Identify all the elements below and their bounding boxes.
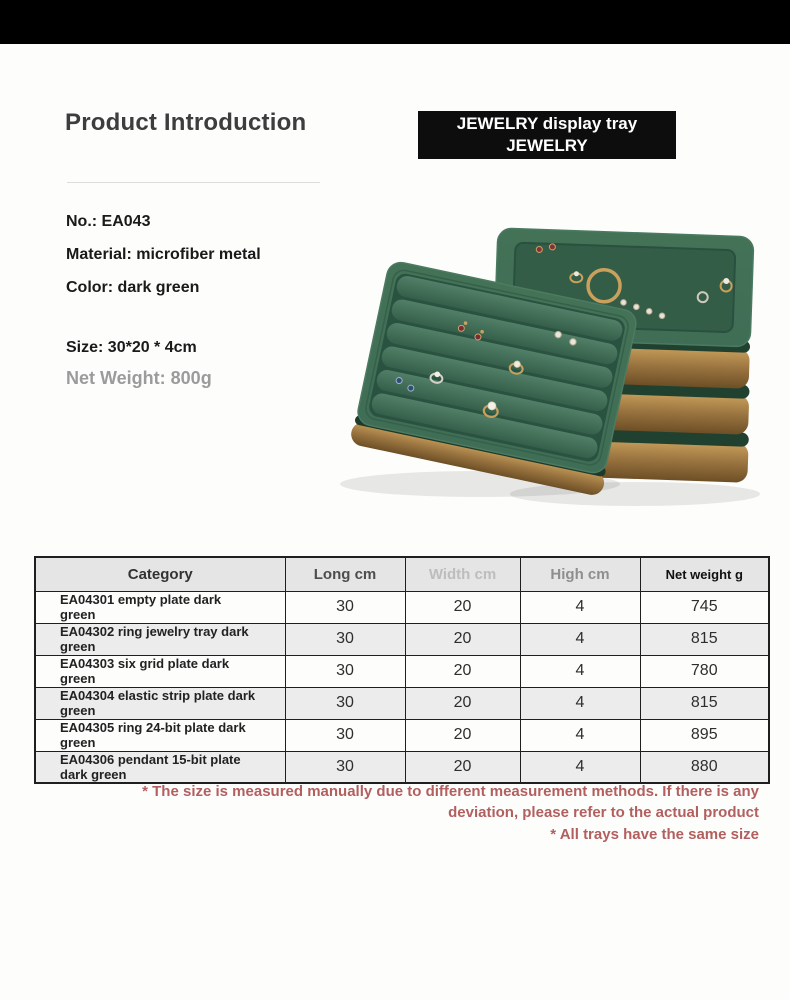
value-cell: 30 [284,686,406,720]
value-cell: 20 [404,750,521,784]
spec-table: Category Long cm Width cm High cm Net weight… [34,556,770,784]
value-cell: 30 [284,750,406,784]
footnotes: * The size is measured manually due to d… [69,781,759,845]
spec-color: Color: dark green [66,279,200,296]
stud-row [658,312,666,320]
column-header-category: Category [34,556,286,592]
table-row: EA04304 elastic strip plate dark green 30… [34,686,770,720]
stud-row [633,303,640,311]
value-cell: 30 [284,590,406,624]
value-cell: 4 [519,750,641,784]
dangle-earring [457,321,468,332]
value-cell: 20 [404,718,521,752]
ear-stud [535,245,543,253]
value-cell: 780 [639,654,770,688]
table-row: EA04303 six grid plate dark green 30 20 4 78… [34,654,770,688]
table-header-row: Category Long cm Width cm High cm Net weight… [34,556,770,592]
value-cell: 30 [284,718,406,752]
title-underline [67,182,320,183]
spec-net-weight: Net Weight: 800g [66,368,212,388]
column-header-net-weight-g: Net weight g [639,556,770,592]
jewelry-badge: JEWELRY display tray JEWELRY [418,111,676,159]
column-header-high-cm: High cm [519,556,641,592]
value-cell: 30 [284,654,406,688]
value-cell: 20 [404,622,521,656]
spec-size: Size: 30*20 * 4cm [66,339,197,356]
category-cell: EA04304 elastic strip plate dark green [34,686,286,720]
value-cell: 745 [639,590,770,624]
stud-row [645,308,653,315]
table-row: EA04301 empty plate dark green 30 20 4 745 [34,590,770,624]
value-cell: 815 [639,622,770,656]
category-cell: EA04305 ring 24-bit plate dark green [34,718,286,752]
gem-ring [482,401,499,418]
footnote-measurement: * The size is measured manually due to d… [142,783,759,821]
jewelry-on-ring-tray [395,321,577,418]
product-photo [330,212,790,542]
spec-model-number: No.: EA043 [66,213,151,230]
column-header-width-cm: Width cm [404,556,521,592]
value-cell: 20 [404,686,521,720]
value-cell: 4 [519,686,641,720]
footnote-same-size: * All trays have the same size [550,826,759,843]
value-cell: 4 [519,622,641,656]
silver-ring [696,291,709,304]
gold-bangle [586,267,622,304]
jewelry-on-flat-tray [535,243,733,320]
ear-stud [554,330,562,339]
value-cell: 20 [404,654,521,688]
value-cell: 895 [639,718,770,752]
page-title: Product Introduction [65,109,307,136]
value-cell: 4 [519,590,641,624]
gem-ring [508,360,524,375]
tray-illustration [340,227,760,506]
spec-material: Material: microfiber metal [66,246,261,263]
table-row: EA04305 ring 24-bit plate dark green 30 20… [34,718,770,752]
value-cell: 20 [404,590,521,624]
value-cell: 30 [284,622,406,656]
ring-gem [573,271,579,277]
dangle-earring [474,329,484,341]
category-cell: EA04303 six grid plate dark green [34,654,286,688]
silver-ring [429,371,444,384]
spec-table-body: EA04301 empty plate dark green 30 20 4 745 EA… [34,590,770,784]
blue-stud [395,377,403,385]
ear-stud [569,338,577,346]
ear-stud [548,243,556,251]
stud-row [620,299,627,306]
ring-gem [723,277,730,284]
badge-line2: JEWELRY [506,136,588,155]
value-cell: 4 [519,654,641,688]
table-row: EA04306 pendant 15-bit plate dark green 3… [34,750,770,784]
table-row: EA04302 ring jewelry tray dark green 30 20… [34,622,770,656]
value-cell: 4 [519,718,641,752]
badge-line1: JEWELRY display tray [456,114,638,133]
category-cell: EA04301 empty plate dark green [34,590,286,624]
top-bar [0,0,790,44]
front-ring-tray [351,261,637,495]
value-cell: 815 [639,686,770,720]
category-cell: EA04302 ring jewelry tray dark green [34,622,286,656]
value-cell: 880 [639,750,770,784]
column-header-long-cm: Long cm [284,556,406,592]
category-cell: EA04306 pendant 15-bit plate dark green [34,750,286,784]
blue-stud [407,384,415,392]
